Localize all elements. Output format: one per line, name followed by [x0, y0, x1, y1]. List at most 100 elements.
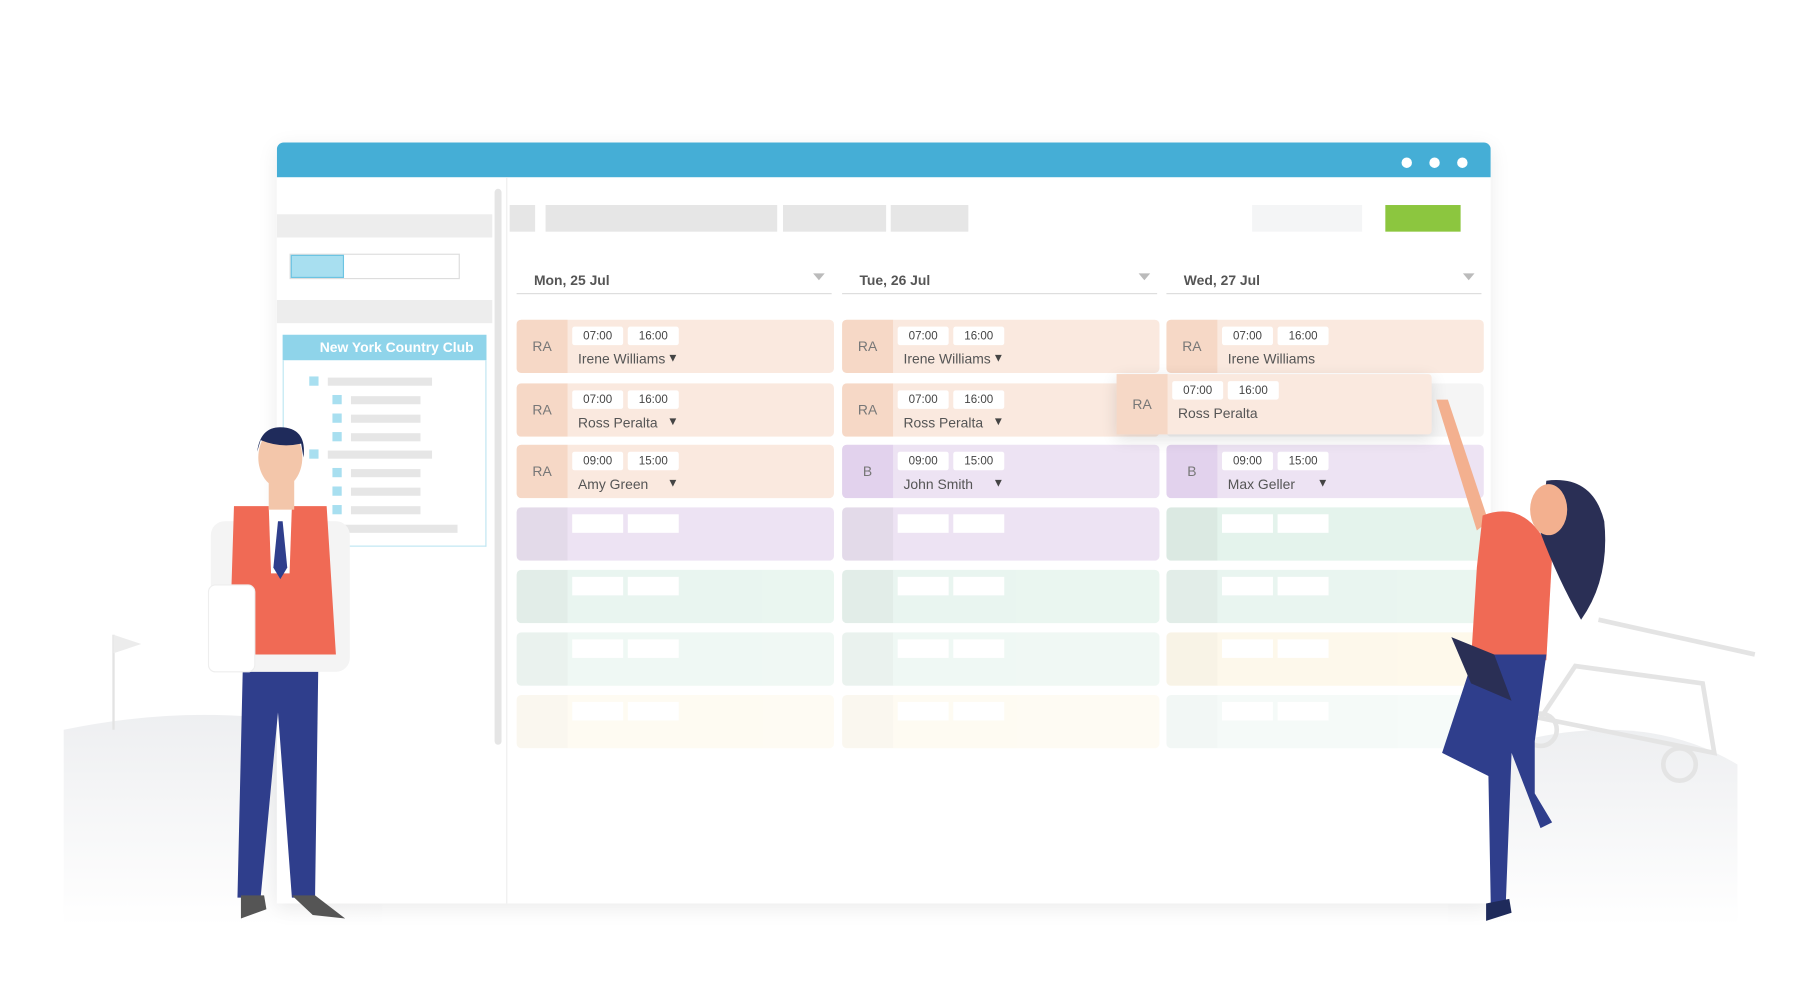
app-window: New York Country Club Mon, 25 Jul RA 07:00…	[276, 142, 1491, 904]
window-dot	[1401, 157, 1412, 168]
shift-start: 09:00	[572, 451, 624, 471]
placeholder	[1277, 514, 1329, 533]
employee-dropdown[interactable]: ▼	[992, 352, 1005, 365]
shift-end: 15:00	[627, 451, 679, 471]
shift-employee: Max Geller	[1227, 476, 1295, 493]
placeholder	[897, 514, 949, 533]
shift-role: RA	[516, 383, 568, 437]
shift-card[interactable]: RA 07:00 16:00 Ross Peralta ▼	[842, 383, 1160, 437]
sidebar-swatch	[332, 413, 342, 423]
shift-employee: Ross Peralta	[577, 414, 658, 431]
scrollbar	[494, 188, 502, 745]
shift-card[interactable]: RA 07:00 16:00 Ross Peralta ▼	[516, 383, 834, 437]
prev-button[interactable]	[509, 205, 536, 232]
placeholder	[953, 514, 1005, 533]
divider	[506, 177, 508, 904]
shift-start: 07:00	[572, 326, 624, 346]
shift-start: 07:00	[572, 390, 624, 409]
sidebar-placeholder	[350, 414, 421, 423]
placeholder	[1166, 570, 1217, 623]
placeholder-shift	[516, 694, 834, 749]
shift-role: RA	[516, 444, 568, 499]
placeholder-shift	[516, 632, 834, 686]
location-item[interactable]: New York Country Club	[282, 334, 487, 361]
shift-card[interactable]: RA 07:00 16:00 Irene Williams	[1166, 319, 1484, 373]
waitress-illustration	[1436, 399, 1606, 921]
shift-end: 16:00	[953, 390, 1005, 409]
shift-start: 07:00	[1172, 381, 1224, 400]
placeholder-shift	[1166, 507, 1484, 561]
sidebar-placeholder	[350, 396, 421, 405]
shift-end: 16:00	[627, 326, 679, 346]
placeholder	[897, 639, 949, 658]
sidebar-placeholder	[341, 524, 458, 533]
placeholder-shift	[1166, 569, 1484, 624]
placeholder	[1166, 695, 1217, 748]
placeholder	[627, 514, 679, 533]
dragged-shift[interactable]: RA 07:00 16:00 Ross Peralta	[1116, 374, 1432, 435]
day-divider	[842, 293, 1158, 295]
employee-dropdown[interactable]: ▼	[667, 477, 679, 490]
shift-card[interactable]: RA 07:00 16:00 Irene Williams ▼	[842, 319, 1160, 373]
sidebar-swatch	[332, 505, 342, 515]
shift-card[interactable]: B 09:00 15:00 Max Geller ▼	[1166, 444, 1484, 499]
placeholder	[842, 695, 893, 748]
shift-employee: Ross Peralta	[903, 414, 984, 431]
day-dropdown[interactable]	[813, 273, 825, 281]
sidebar-placeholder	[327, 377, 433, 386]
day-divider	[1166, 293, 1482, 295]
placeholder	[517, 570, 568, 623]
shift-start: 07:00	[897, 326, 949, 346]
sidebar-placeholder	[327, 450, 433, 459]
toolbar-placeholder	[545, 205, 778, 232]
shift-card[interactable]: RA 09:00 15:00 Amy Green ▼	[516, 444, 834, 499]
placeholder	[516, 507, 568, 561]
sidebar-section	[276, 299, 493, 324]
placeholder	[1222, 701, 1273, 721]
placeholder	[953, 639, 1005, 658]
shift-end: 16:00	[627, 390, 679, 409]
shift-card[interactable]: B 09:00 15:00 John Smith ▼	[842, 444, 1160, 499]
day-header: Tue, 26 Jul	[859, 272, 931, 289]
toolbar-button[interactable]	[1252, 205, 1363, 232]
sidebar-header	[276, 214, 493, 238]
placeholder	[627, 701, 679, 721]
placeholder	[953, 701, 1005, 721]
placeholder-shift	[842, 507, 1160, 561]
placeholder	[1222, 639, 1273, 658]
view-toggle[interactable]	[289, 253, 460, 280]
employee-dropdown[interactable]: ▼	[992, 477, 1005, 490]
sidebar-swatch	[332, 467, 342, 478]
day-dropdown[interactable]	[1462, 273, 1475, 281]
placeholder	[842, 632, 893, 685]
shift-start: 09:00	[897, 451, 949, 471]
toolbar-placeholder	[890, 205, 969, 232]
shift-role: RA	[1166, 319, 1218, 373]
shift-employee: Irene Williams	[1227, 350, 1316, 368]
shift-start: 07:00	[1222, 326, 1273, 346]
shift-role: RA	[516, 319, 568, 373]
shift-card[interactable]: RA 07:00 16:00 Irene Williams ▼	[516, 319, 834, 373]
day-header: Wed, 27 Jul	[1183, 272, 1261, 289]
sidebar-swatch	[332, 486, 342, 496]
placeholder	[517, 695, 568, 748]
employee-dropdown[interactable]: ▼	[667, 352, 679, 365]
placeholder	[572, 576, 624, 596]
sidebar-placeholder	[350, 506, 421, 515]
placeholder	[572, 639, 624, 658]
placeholder	[572, 701, 624, 721]
placeholder	[897, 576, 949, 596]
window-dot	[1429, 157, 1440, 168]
title-bar	[276, 142, 1491, 178]
shift-employee: Irene Williams	[903, 350, 991, 368]
placeholder	[1277, 701, 1329, 721]
shift-role: RA	[1116, 374, 1168, 435]
employee-dropdown[interactable]: ▼	[992, 415, 1005, 429]
day-dropdown[interactable]	[1138, 273, 1151, 281]
employee-dropdown[interactable]: ▼	[1316, 477, 1329, 490]
sidebar-placeholder	[350, 487, 421, 496]
toolbar-placeholder	[783, 205, 887, 232]
placeholder	[627, 576, 679, 596]
employee-dropdown[interactable]: ▼	[667, 415, 679, 429]
publish-button[interactable]	[1385, 205, 1461, 232]
